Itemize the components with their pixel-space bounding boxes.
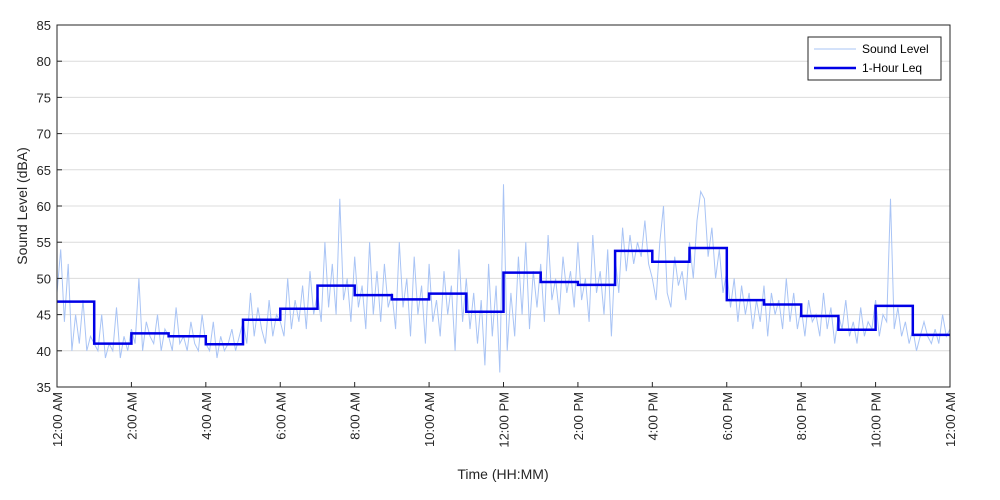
y-tick-label: 65 — [37, 163, 51, 178]
x-axis-title: Time (HH:MM) — [457, 466, 548, 482]
x-tick-label: 2:00 PM — [571, 392, 586, 440]
legend-label-1-hour-leq: 1-Hour Leq — [862, 61, 922, 75]
x-tick-label: 8:00 PM — [794, 392, 809, 440]
x-tick-label: 6:00 PM — [720, 392, 735, 440]
y-tick-label: 75 — [37, 90, 51, 105]
x-tick-label: 2:00 AM — [124, 392, 139, 440]
y-tick-label: 50 — [37, 271, 51, 286]
y-tick-label: 85 — [37, 18, 51, 33]
x-tick-label: 8:00 AM — [348, 392, 363, 440]
y-axis-title: Sound Level (dBA) — [14, 147, 30, 265]
x-tick-label: 10:00 AM — [422, 392, 437, 447]
y-tick-label: 60 — [37, 199, 51, 214]
x-tick-label: 6:00 AM — [273, 392, 288, 440]
x-tick-label: 12:00 AM — [943, 392, 958, 447]
x-tick-label: 12:00 AM — [50, 392, 65, 447]
legend-label-sound-level: Sound Level — [862, 42, 929, 56]
y-tick-label: 45 — [37, 308, 51, 323]
y-axis: 35 40 45 50 55 60 65 70 75 80 85 — [37, 18, 62, 395]
y-tick-label: 80 — [37, 54, 51, 69]
x-tick-label: 10:00 PM — [869, 392, 884, 448]
series-line-1-hour-leq — [57, 246, 950, 346]
x-tick-label: 4:00 PM — [645, 392, 660, 440]
legend: Sound Level 1-Hour Leq — [807, 36, 942, 81]
series-layer — [56, 184, 951, 373]
x-axis: 12:00 AM 2:00 AM 4:00 AM 6:00 AM 8:00 AM 10:0… — [50, 382, 958, 448]
y-tick-label: 70 — [37, 127, 51, 142]
x-tick-label: 4:00 AM — [199, 392, 214, 440]
legend-box — [807, 36, 942, 81]
y-tick-label: 35 — [37, 380, 51, 395]
x-tick-label: 12:00 PM — [497, 392, 512, 448]
y-tick-label: 55 — [37, 235, 51, 250]
y-tick-label: 40 — [37, 344, 51, 359]
